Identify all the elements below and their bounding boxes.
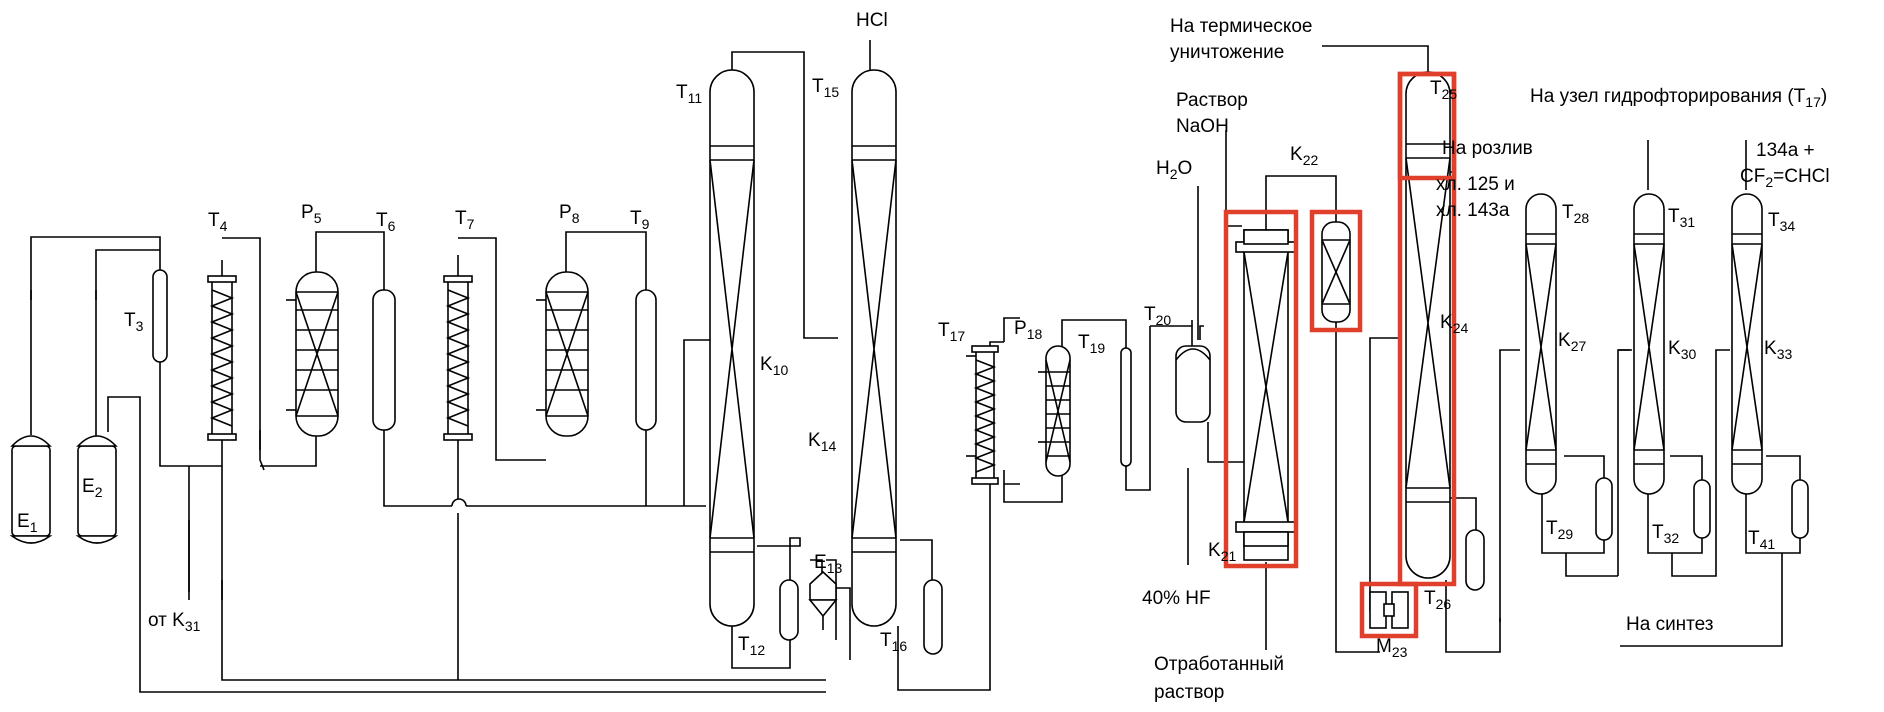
reactor-p5 [286, 271, 339, 437]
label-k33: K33 [1764, 338, 1792, 362]
reactor-p8 [536, 271, 589, 437]
vessel-t20 [1175, 345, 1211, 423]
separator-m23 [1369, 591, 1409, 629]
label-e13: E13 [814, 552, 842, 576]
label-k22: K22 [1290, 144, 1318, 168]
label-t11: T11 [676, 82, 702, 106]
label-p8: P8 [559, 202, 580, 226]
label-t31: T31 [1668, 206, 1695, 230]
label-thermal-2: уничтожение [1170, 42, 1284, 63]
label-t15: T15 [812, 76, 839, 100]
column-k30 [1633, 193, 1665, 495]
label-naoh-2: NaOH [1176, 116, 1229, 137]
label-t17: T17 [938, 320, 965, 344]
label-t29: T29 [1546, 518, 1573, 542]
label-spent-2: раствор [1154, 682, 1224, 703]
reboiler-t32 [1693, 479, 1711, 539]
highlight-k24 [1397, 71, 1457, 587]
label-m23: M23 [1376, 636, 1408, 660]
label-k24: K24 [1440, 312, 1468, 336]
label-k30: K30 [1668, 338, 1696, 362]
label-k21: K21 [1208, 540, 1236, 564]
label-thermal-1: На термическое [1170, 16, 1313, 37]
label-p5: P5 [301, 202, 322, 226]
equipment-labels: E1 E2 T3 T4 P5 T6 T7 P8 T9 K10 T11 T12 E… [17, 76, 1795, 660]
label-spent-1: Отработанный [1154, 654, 1284, 675]
highlight-m23 [1359, 581, 1419, 639]
label-product-2: CF2=CHCl [1740, 166, 1830, 190]
label-hcl: HCl [856, 10, 888, 31]
column-k33 [1731, 193, 1763, 495]
vessel-e2 [75, 435, 119, 544]
reboiler-t26 [1465, 529, 1485, 591]
stream-labels: от K31 HCl На термическое уничтожение Ра… [148, 10, 1830, 703]
label-t19: T19 [1078, 332, 1105, 356]
label-k27: K27 [1558, 330, 1586, 354]
highlight-k21 [1223, 209, 1299, 569]
label-h2o: H2O [1156, 158, 1192, 182]
reboiler-t29 [1595, 477, 1613, 541]
column-k27 [1525, 193, 1557, 495]
label-t3: T3 [124, 310, 144, 334]
vessel-e13 [808, 570, 838, 630]
label-t32: T32 [1652, 522, 1679, 546]
separator-t6 [372, 289, 396, 431]
label-t12: T12 [738, 634, 765, 658]
label-k14: K14 [808, 430, 836, 454]
label-t20: T20 [1144, 304, 1171, 328]
heat-exchanger-t7 [443, 275, 473, 441]
label-t34: T34 [1768, 210, 1795, 234]
separator-t9 [635, 289, 657, 431]
column-k14 [851, 69, 897, 627]
label-bottling-2: хл. 125 и [1436, 174, 1515, 195]
label-e2: E2 [82, 476, 103, 500]
label-from-k31: от K31 [148, 610, 201, 634]
label-t28: T28 [1562, 202, 1589, 226]
label-t7: T7 [455, 208, 475, 232]
vessel-e1 [9, 435, 53, 544]
heat-exchanger-t3 [152, 269, 168, 363]
column-k10 [709, 69, 755, 627]
label-t25: T25 [1430, 78, 1457, 102]
label-k10: K10 [760, 354, 788, 378]
label-bottling-1: На розлив [1442, 138, 1533, 159]
label-synthesis: На синтез [1626, 614, 1714, 635]
heat-exchanger-t19 [1120, 347, 1132, 467]
equipment [9, 69, 1809, 655]
reboiler-t16 [923, 579, 943, 655]
label-hydrofluorination: На узел гидрофторирования (T17) [1530, 86, 1827, 110]
label-bottling-3: хл. 143а [1436, 200, 1510, 221]
column-k22 [1321, 221, 1351, 323]
label-t26: T26 [1424, 588, 1451, 612]
label-product-1: 134a + [1756, 140, 1815, 161]
label-t41: T41 [1748, 528, 1775, 552]
label-t4: T4 [208, 210, 228, 234]
reboiler-t41 [1791, 479, 1809, 539]
reboiler-t12 [779, 579, 799, 641]
label-hf: 40% HF [1142, 588, 1211, 609]
heat-exchanger-t17 [966, 345, 999, 485]
label-naoh-1: Раствор [1176, 90, 1248, 111]
heat-exchanger-t4 [207, 275, 237, 441]
highlight-boxes [1223, 71, 1457, 639]
label-e1: E1 [17, 511, 38, 535]
label-p18: P18 [1014, 318, 1042, 342]
reactor-p18 [1038, 345, 1071, 477]
label-t6: T6 [376, 210, 396, 234]
label-t9: T9 [630, 208, 650, 232]
label-t16: T16 [880, 630, 907, 654]
column-k21 [1235, 229, 1297, 561]
highlight-k22 [1309, 209, 1363, 333]
